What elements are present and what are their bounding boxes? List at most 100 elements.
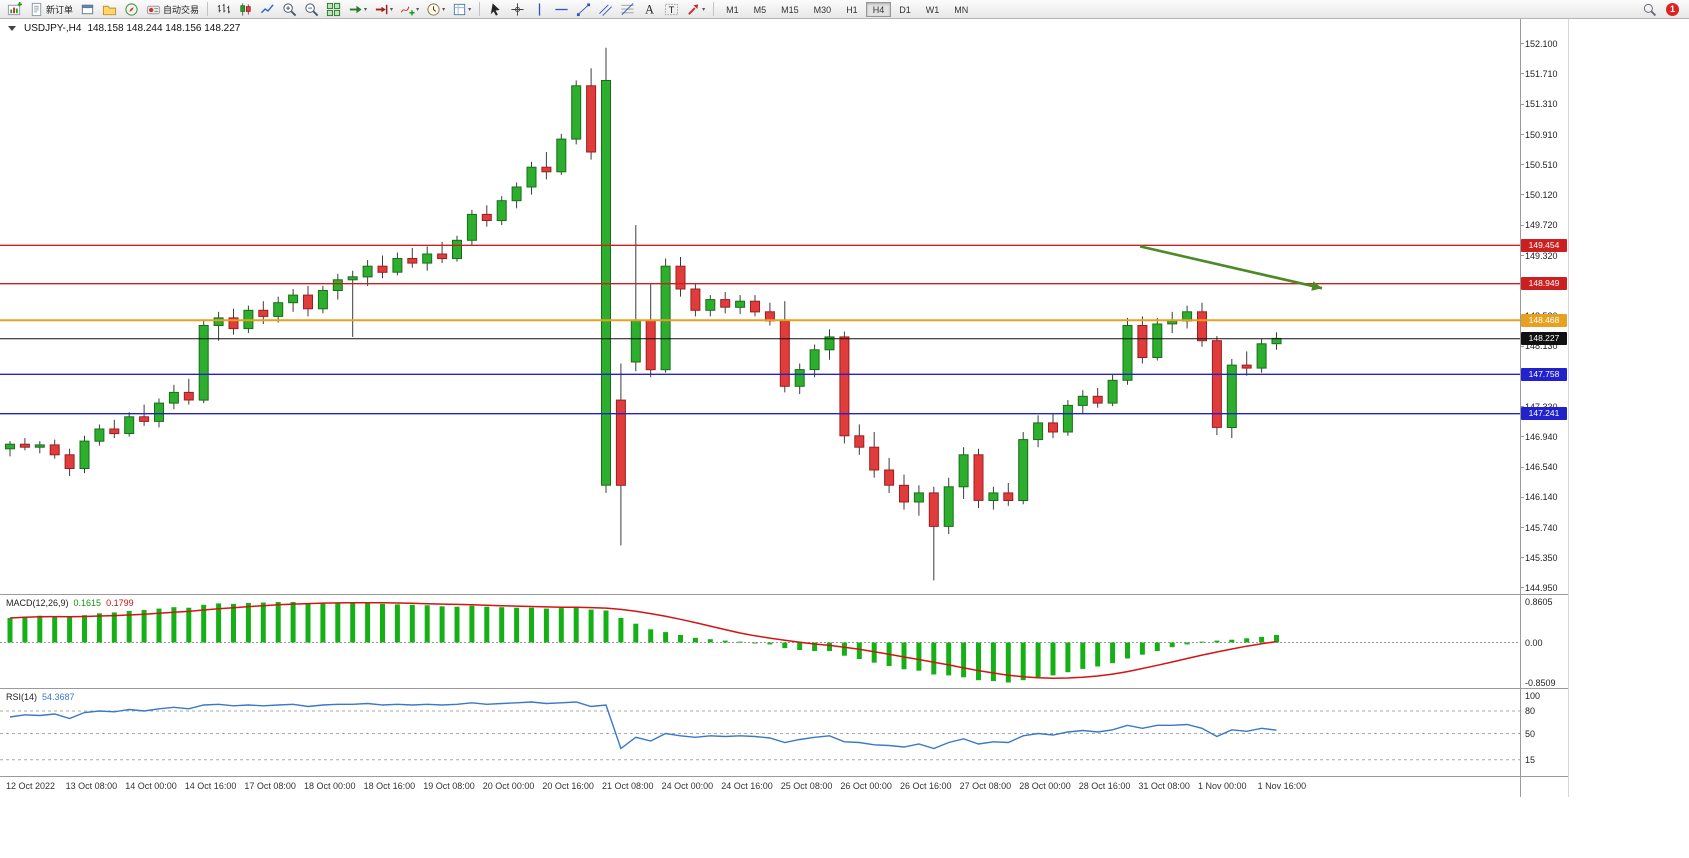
- macd-name: MACD(12,26,9): [6, 598, 69, 608]
- trendline-button[interactable]: [573, 1, 594, 18]
- hline-icon: [555, 8, 568, 10]
- zoom-in-button[interactable]: [279, 1, 300, 18]
- toolbar-separator: [479, 2, 481, 16]
- time-scale-label: 27 Oct 08:00: [959, 781, 1012, 791]
- profiles-button[interactable]: [99, 1, 120, 18]
- rsi-chart[interactable]: [0, 689, 1520, 776]
- text-label-button[interactable]: T: [661, 1, 682, 18]
- candles-icon: [240, 2, 251, 16]
- timeframe-mn-button[interactable]: MN: [954, 4, 969, 15]
- rsi-scale-label: 80: [1525, 706, 1536, 716]
- price-scale-label: 150.120: [1525, 189, 1558, 200]
- chart-symbol-label: USDJPY-,H4: [24, 23, 82, 34]
- arrows-button[interactable]: ▾: [683, 1, 708, 18]
- vline-icon: [538, 2, 541, 16]
- svg-text:T: T: [669, 4, 675, 14]
- autotrading-button[interactable]: 自动交易: [143, 1, 202, 18]
- candlestick-chart[interactable]: [0, 19, 1520, 595]
- timeframe-m1-button[interactable]: M1: [726, 4, 739, 15]
- pane-separator[interactable]: [0, 776, 1568, 777]
- main-toolbar: 新订单 自动交易 ▾ ▾ ▾ ▾ ▾ A T ▾ M1 M5 M15 M30 H1 H4 D1 W1 MN 1: [0, 0, 1689, 19]
- price-tick: [1520, 164, 1524, 166]
- toolbar-separator: [207, 2, 209, 16]
- rsi-value: 54.3687: [42, 692, 75, 702]
- horizontal-line-button[interactable]: [551, 1, 572, 18]
- time-scale-label: 14 Oct 16:00: [184, 781, 237, 791]
- indicators-icon: [401, 6, 415, 15]
- equidistant-channel-button[interactable]: [595, 1, 616, 18]
- macd-chart[interactable]: [0, 595, 1520, 688]
- zoom-out-button[interactable]: [301, 1, 322, 18]
- templates-button[interactable]: ▾: [449, 1, 474, 18]
- navigator-button[interactable]: [121, 1, 142, 18]
- vertical-line-button[interactable]: [529, 1, 550, 18]
- price-scale-label: 146.540: [1525, 462, 1558, 472]
- chevron-down-icon: ▾: [390, 6, 394, 13]
- fibonacci-button[interactable]: [617, 1, 638, 18]
- price-tick: [1520, 345, 1524, 347]
- macd-scale-label: 0.8605: [1525, 596, 1553, 607]
- timeframe-m15-button[interactable]: M15: [781, 4, 799, 15]
- cursor-button[interactable]: [485, 1, 506, 18]
- price-tag-148.468: 148.468: [1521, 313, 1567, 327]
- price-scale-label: 146.940: [1525, 431, 1558, 442]
- macd-scale-label: -0.8509: [1525, 677, 1556, 688]
- price-tick: [1520, 43, 1524, 45]
- time-scale-label: 13 Oct 08:00: [65, 781, 118, 791]
- chart-shift-button[interactable]: ▾: [371, 1, 396, 18]
- line-chart-button[interactable]: [257, 1, 278, 18]
- rsi-scale-label: 50: [1525, 728, 1536, 739]
- chevron-down-icon: ▾: [702, 6, 706, 13]
- chart-windows-button[interactable]: [77, 1, 98, 18]
- candlestick-chart-button[interactable]: [235, 1, 256, 18]
- autotrading-label: 自动交易: [163, 4, 200, 15]
- notification-badge[interactable]: 1: [1666, 2, 1679, 16]
- arrows-icon: [688, 3, 699, 15]
- price-axis-border: [1520, 19, 1521, 797]
- time-scale-label: 24 Oct 16:00: [721, 781, 773, 791]
- time-scale-label: 1 Nov 00:00: [1198, 781, 1247, 791]
- time-scale-label: 31 Oct 08:00: [1138, 781, 1190, 791]
- crosshair-button[interactable]: [507, 1, 528, 18]
- rsi-scale-label: 100: [1525, 691, 1541, 701]
- time-scale-label: 20 Oct 00:00: [482, 781, 535, 791]
- search-button[interactable]: [1639, 1, 1660, 18]
- price-tag-148.949: 148.949: [1521, 277, 1567, 291]
- price-scale-label: 144.950: [1525, 582, 1558, 593]
- bar-chart-button[interactable]: [213, 1, 234, 18]
- timeframe-m30-button[interactable]: M30: [813, 4, 832, 15]
- price-scale-label: 145.350: [1525, 552, 1558, 563]
- timeframe-h1-button[interactable]: H1: [846, 4, 858, 15]
- periods-button[interactable]: ▾: [423, 1, 448, 18]
- price-scale-label: 146.140: [1525, 492, 1558, 503]
- timeframe-w1-button[interactable]: W1: [925, 4, 940, 15]
- search-icon: [1643, 3, 1657, 16]
- price-scale-label: 150.910: [1525, 129, 1558, 140]
- indicators-button[interactable]: ▾: [397, 1, 422, 18]
- new-chart-button[interactable]: [4, 1, 25, 18]
- zoom-in-icon: [283, 2, 297, 16]
- time-scale-label: 26 Oct 00:00: [840, 781, 892, 791]
- timeframe-h4-button[interactable]: H4: [865, 1, 892, 17]
- price-scale-label: 147.330: [1525, 402, 1558, 412]
- chevron-down-icon: ▾: [364, 6, 368, 13]
- time-scale-label: 17 Oct 08:00: [244, 781, 296, 791]
- tile-windows-button[interactable]: [323, 1, 344, 18]
- time-scale-label: 12 Oct 2022: [6, 781, 56, 791]
- auto-scroll-button[interactable]: ▾: [345, 1, 370, 18]
- fib-icon: [621, 2, 634, 15]
- pane-separator[interactable]: [0, 688, 1568, 689]
- zoom-out-icon: [305, 2, 319, 16]
- one-click-trading-toggle[interactable]: [8, 26, 16, 31]
- timeframe-m5-button[interactable]: M5: [753, 4, 767, 15]
- macd-signal-value: 0.1799: [106, 598, 134, 608]
- text-button[interactable]: A: [639, 1, 660, 18]
- timeframe-d1-button[interactable]: D1: [899, 4, 911, 15]
- time-axis[interactable]: 12 Oct 2022 13 Oct 08:00 14 Oct 00:00 14 Oc…: [0, 777, 1568, 798]
- chart-title: USDJPY-,H4 148.158 148.244 148.156 148.2…: [8, 23, 240, 34]
- svg-text:A: A: [645, 2, 654, 16]
- price-tick: [1520, 73, 1524, 75]
- pane-separator[interactable]: [0, 594, 1568, 595]
- new-order-button[interactable]: 新订单: [26, 1, 76, 18]
- time-scale-label: 14 Oct 00:00: [125, 781, 177, 791]
